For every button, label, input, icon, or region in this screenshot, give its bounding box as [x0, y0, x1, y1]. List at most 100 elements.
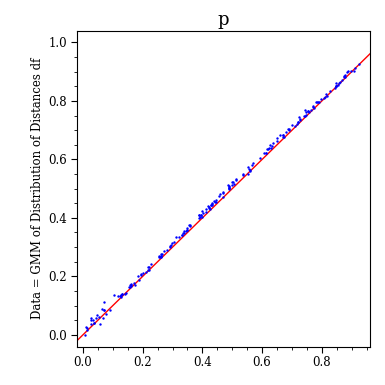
Point — [88, 315, 94, 321]
Point — [326, 87, 333, 94]
Point — [100, 306, 107, 313]
Point — [217, 191, 223, 197]
Point — [310, 102, 316, 109]
Point — [295, 119, 301, 126]
Point — [196, 212, 202, 218]
Point — [146, 266, 152, 273]
Point — [203, 206, 209, 213]
Point — [118, 292, 124, 298]
Point — [134, 273, 141, 279]
Point — [145, 264, 151, 270]
Point — [338, 77, 345, 84]
Point — [277, 132, 283, 138]
Point — [179, 233, 186, 239]
Point — [199, 214, 205, 220]
Point — [156, 253, 162, 259]
Point — [146, 264, 152, 271]
Point — [206, 205, 212, 211]
Point — [159, 251, 165, 258]
Point — [220, 189, 226, 196]
Point — [145, 267, 151, 273]
Point — [226, 186, 232, 192]
Point — [187, 222, 193, 228]
Point — [283, 129, 289, 136]
Point — [322, 94, 328, 100]
Point — [301, 112, 308, 119]
Point — [127, 282, 133, 288]
Point — [336, 80, 342, 86]
Point — [310, 104, 316, 110]
Point — [249, 162, 255, 168]
Point — [219, 189, 226, 196]
Point — [303, 112, 309, 118]
Point — [220, 194, 226, 200]
Point — [269, 143, 275, 149]
Point — [263, 151, 270, 157]
Point — [261, 149, 267, 156]
Point — [131, 280, 137, 286]
Point — [305, 109, 311, 115]
Point — [100, 315, 106, 321]
Point — [91, 320, 97, 326]
Point — [101, 306, 107, 313]
Point — [118, 292, 124, 298]
Point — [228, 182, 234, 188]
Point — [341, 74, 347, 80]
Point — [123, 290, 129, 296]
Point — [225, 182, 231, 189]
Point — [245, 164, 251, 170]
Point — [294, 121, 300, 127]
Point — [167, 244, 173, 250]
Point — [233, 176, 239, 182]
Point — [231, 181, 237, 187]
Point — [171, 239, 177, 245]
Point — [128, 282, 134, 288]
Point — [311, 105, 317, 111]
Point — [333, 83, 339, 89]
Point — [196, 214, 202, 221]
Point — [187, 223, 193, 229]
Point — [181, 228, 187, 234]
Point — [157, 254, 163, 260]
Point — [88, 321, 94, 327]
Point — [209, 200, 216, 206]
Point — [93, 315, 99, 321]
Point — [182, 228, 189, 234]
Point — [266, 146, 272, 152]
Point — [301, 113, 308, 119]
Point — [314, 99, 320, 105]
Point — [99, 306, 105, 312]
Point — [197, 214, 203, 220]
Point — [184, 226, 191, 233]
Point — [286, 126, 293, 132]
Point — [345, 69, 352, 75]
Point — [158, 254, 164, 260]
Point — [111, 292, 117, 298]
Point — [341, 74, 347, 80]
Point — [313, 99, 319, 105]
Point — [208, 202, 214, 208]
Point — [239, 172, 246, 178]
Y-axis label: Data = GMM of Distribution of Distances df: Data = GMM of Distribution of Distances … — [31, 58, 44, 319]
Point — [301, 107, 308, 114]
Point — [126, 284, 132, 290]
Point — [102, 310, 109, 316]
Point — [148, 261, 154, 267]
Point — [138, 271, 144, 277]
Point — [119, 291, 126, 298]
Point — [270, 140, 276, 146]
Point — [209, 201, 216, 207]
Point — [298, 117, 304, 123]
Point — [101, 299, 107, 305]
Point — [117, 293, 123, 300]
Point — [216, 193, 222, 199]
Point — [351, 67, 357, 74]
Point — [128, 281, 134, 287]
Point — [263, 146, 270, 152]
Point — [333, 82, 339, 89]
Point — [157, 253, 164, 259]
Point — [88, 317, 94, 323]
Point — [303, 109, 310, 116]
Point — [183, 225, 189, 231]
Point — [263, 151, 269, 157]
